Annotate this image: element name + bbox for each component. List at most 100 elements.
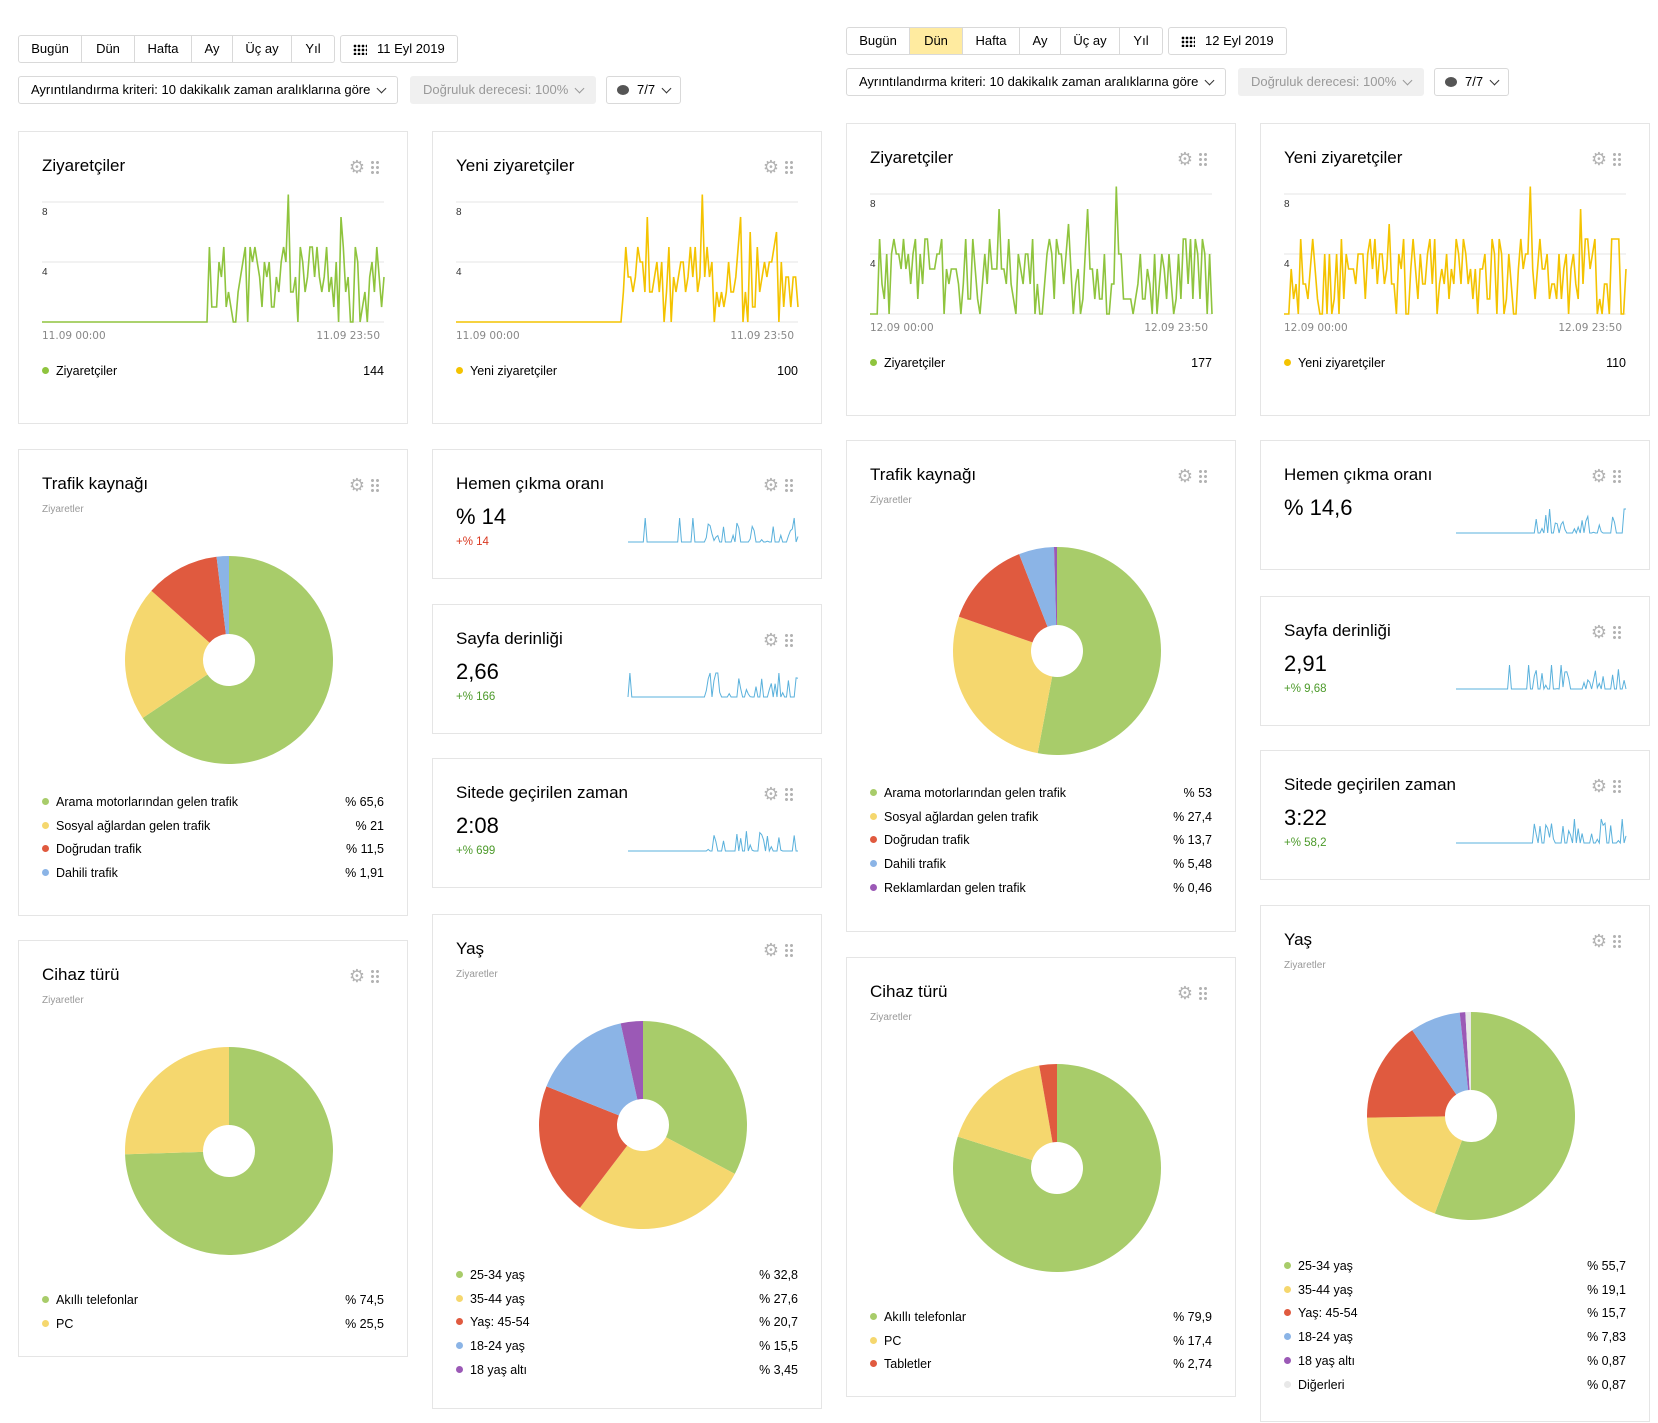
gear-icon[interactable]: ⚙ — [348, 966, 365, 986]
legend-item[interactable]: Doğrudan trafik % 11,5 — [42, 842, 384, 856]
legend-item[interactable]: 18-24 yaş % 7,83 — [1284, 1330, 1626, 1344]
gear-icon[interactable]: ⚙ — [1590, 466, 1607, 486]
period-tab[interactable]: Bugün — [859, 33, 897, 48]
gear-icon[interactable]: ⚙ — [1590, 622, 1607, 642]
donut-slice[interactable] — [958, 554, 1048, 643]
gear-icon[interactable]: ⚙ — [1590, 931, 1607, 951]
period-tab[interactable]: Üç ay — [232, 36, 291, 62]
period-tab[interactable]: Hafta — [962, 28, 1019, 54]
legend-item[interactable]: Ziyaretçiler 144 — [42, 364, 384, 378]
legend-item[interactable]: Tabletler % 2,74 — [870, 1357, 1212, 1371]
donut-slice[interactable] — [1434, 1012, 1575, 1220]
donut-slice[interactable] — [142, 556, 333, 764]
grip-icon[interactable] — [1612, 934, 1622, 948]
legend-item[interactable]: Sosyal ağlardan gelen trafik % 21 — [42, 819, 384, 833]
gear-icon[interactable]: ⚙ — [762, 940, 779, 960]
gear-icon[interactable]: ⚙ — [1590, 776, 1607, 796]
legend-item[interactable]: Reklamlardan gelen trafik % 0,46 — [870, 881, 1212, 895]
legend-item[interactable]: 35-44 yaş % 27,6 — [456, 1292, 798, 1306]
legend-item[interactable]: Sosyal ağlardan gelen trafik % 27,4 — [870, 810, 1212, 824]
gear-icon[interactable]: ⚙ — [348, 157, 365, 177]
donut-slice[interactable] — [216, 556, 229, 635]
donut-slice[interactable] — [546, 1023, 638, 1116]
gear-icon[interactable]: ⚙ — [348, 475, 365, 495]
period-tab[interactable]: Bugün — [31, 41, 69, 56]
accuracy-dropdown[interactable]: Doğruluk derecesi: 100% — [1238, 68, 1425, 96]
gear-icon[interactable]: ⚙ — [1176, 466, 1193, 486]
grip-icon[interactable] — [1612, 779, 1622, 793]
donut-slice[interactable] — [957, 1065, 1053, 1161]
grip-icon[interactable] — [784, 478, 794, 492]
detail-dropdown[interactable]: Ayrıntılandırma kriteri: 10 dakikalık za… — [846, 68, 1227, 96]
date-picker-button[interactable]: 11 Eyl 2019 — [340, 35, 458, 63]
gear-icon[interactable]: ⚙ — [762, 784, 779, 804]
grip-icon[interactable] — [370, 969, 380, 983]
grip-icon[interactable] — [1198, 986, 1208, 1000]
period-tab[interactable]: Üç ay — [1060, 28, 1119, 54]
donut-slice[interactable] — [539, 1086, 628, 1208]
legend-item[interactable]: 25-34 yaş % 55,7 — [1284, 1259, 1626, 1273]
gear-icon[interactable]: ⚙ — [762, 157, 779, 177]
legend-item[interactable]: Ziyaretçiler 177 — [870, 356, 1212, 370]
period-tab[interactable]: Hafta — [134, 36, 191, 62]
donut-slice[interactable] — [1053, 547, 1057, 626]
legend-item[interactable]: Yaş: 45-54 % 20,7 — [456, 1315, 798, 1329]
grip-icon[interactable] — [370, 478, 380, 492]
date-picker-button[interactable]: 12 Eyl 2019 — [1168, 27, 1287, 55]
legend-item[interactable]: PC % 25,5 — [42, 1317, 384, 1331]
grip-icon[interactable] — [784, 160, 794, 174]
legend-item[interactable]: Dahili trafik % 1,91 — [42, 866, 384, 880]
segments-dropdown[interactable]: 7/7 — [1434, 68, 1510, 96]
legend-item[interactable]: Yaş: 45-54 % 15,7 — [1284, 1306, 1626, 1320]
legend-item[interactable]: 35-44 yaş % 19,1 — [1284, 1283, 1626, 1297]
grip-icon[interactable] — [370, 160, 380, 174]
legend-item[interactable]: PC % 17,4 — [870, 1334, 1212, 1348]
legend-item[interactable]: Dahili trafik % 5,48 — [870, 857, 1212, 871]
grip-icon[interactable] — [1612, 625, 1622, 639]
donut-slice[interactable] — [124, 590, 210, 718]
donut-slice[interactable] — [1037, 547, 1161, 755]
legend-item[interactable]: Diğerleri % 0,87 — [1284, 1378, 1626, 1392]
donut-slice[interactable] — [643, 1021, 747, 1174]
donut-slice[interactable] — [151, 556, 226, 643]
legend-item[interactable]: Akıllı telefonlar % 74,5 — [42, 1293, 384, 1307]
period-tab[interactable]: Ay — [191, 36, 232, 62]
legend-item[interactable]: Yeni ziyaretçiler 100 — [456, 364, 798, 378]
donut-slice[interactable] — [1367, 1116, 1462, 1214]
gear-icon[interactable]: ⚙ — [1590, 149, 1607, 169]
accuracy-dropdown[interactable]: Doğruluk derecesi: 100% — [410, 76, 597, 104]
legend-item[interactable]: 18-24 yaş % 15,5 — [456, 1339, 798, 1353]
detail-dropdown[interactable]: Ayrıntılandırma kriteri: 10 dakikalık za… — [18, 76, 399, 104]
gear-icon[interactable]: ⚙ — [1176, 149, 1193, 169]
legend-item[interactable]: Arama motorlarından gelen trafik % 53 — [870, 786, 1212, 800]
grip-icon[interactable] — [784, 787, 794, 801]
donut-slice[interactable] — [1039, 1064, 1057, 1143]
legend-item[interactable]: 18 yaş altı % 0,87 — [1284, 1354, 1626, 1368]
period-tab[interactable]: Ay — [1019, 28, 1060, 54]
grip-icon[interactable] — [1198, 469, 1208, 483]
donut-slice[interactable] — [579, 1137, 735, 1229]
donut-slice[interactable] — [953, 616, 1053, 754]
grip-icon[interactable] — [784, 943, 794, 957]
donut-slice[interactable] — [1459, 1012, 1470, 1091]
donut-slice[interactable] — [125, 1047, 333, 1255]
grip-icon[interactable] — [784, 633, 794, 647]
legend-item[interactable]: Doğrudan trafik % 13,7 — [870, 833, 1212, 847]
segments-dropdown[interactable]: 7/7 — [606, 76, 682, 104]
donut-slice[interactable] — [953, 1064, 1161, 1272]
legend-item[interactable]: 18 yaş altı % 3,45 — [456, 1363, 798, 1377]
period-tab[interactable]: Dün — [909, 28, 962, 54]
grip-icon[interactable] — [1198, 152, 1208, 166]
donut-slice[interactable] — [1412, 1012, 1469, 1095]
grip-icon[interactable] — [1612, 469, 1622, 483]
donut-slice[interactable] — [124, 1047, 229, 1155]
donut-slice[interactable] — [620, 1021, 643, 1100]
donut-slice[interactable] — [1019, 547, 1057, 627]
period-tab[interactable]: Yıl — [291, 36, 334, 62]
grip-icon[interactable] — [1612, 152, 1622, 166]
donut-slice[interactable] — [1465, 1012, 1471, 1091]
legend-item[interactable]: Arama motorlarından gelen trafik % 65,6 — [42, 795, 384, 809]
period-tab[interactable]: Yıl — [1119, 28, 1162, 54]
legend-item[interactable]: Yeni ziyaretçiler 110 — [1284, 356, 1626, 370]
gear-icon[interactable]: ⚙ — [762, 475, 779, 495]
